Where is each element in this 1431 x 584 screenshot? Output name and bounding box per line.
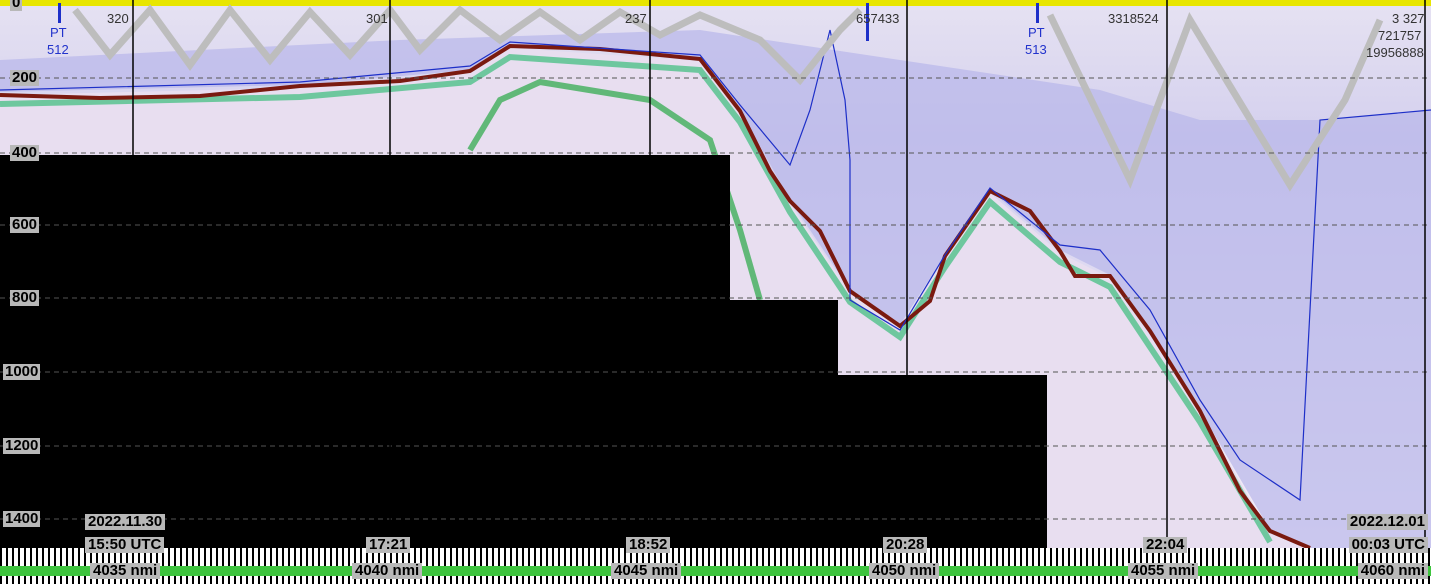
distance-label: 4040 nmi [352,563,423,579]
top-strip [0,0,1431,6]
depth-label: 800 [10,289,40,306]
top-label: 721757 [1378,28,1422,43]
top-label: 3318524 [1108,11,1159,26]
depth-label: 1000 [3,363,41,380]
top-label: 320 [107,11,129,26]
top-label: 19956888 [1366,45,1424,60]
seabed-halo [0,53,1273,544]
distance-label: 4035 nmi [90,563,161,579]
time-label: 18:52 [626,537,671,553]
top-label: 237 [625,11,647,26]
pt-marker [58,3,61,23]
scatter-layer [0,30,1431,548]
distance-label: 4045 nmi [611,563,682,579]
distance-label: 4055 nmi [1128,563,1199,579]
depth-label: 1200 [3,437,41,454]
time-label: 17:21 [366,537,411,553]
time-label: 00:03 UTC [1348,537,1428,553]
pt-marker [866,3,869,41]
distance-label: 4060 nmi [1357,563,1428,579]
marker-code: PT [1028,25,1045,40]
depth-label: 1400 [3,510,41,527]
depth-label: 400 [10,144,40,161]
marker-number: 512 [47,42,69,57]
ping-strip [0,548,1431,584]
bottom-trace [0,29,1431,502]
track-line [72,4,863,86]
pt-marker [1036,3,1039,23]
date-label: 2022.12.01 [1346,514,1428,530]
depth-label: 600 [10,216,40,233]
depth-label: 0 [10,0,23,11]
time-label: 15:50 UTC [85,537,165,553]
date-label: 2022.11.30 [85,514,166,530]
marker-code: PT [50,25,67,40]
time-label: 22:04 [1143,537,1188,553]
time-label: 20:28 [883,537,928,553]
distance-label: 4050 nmi [869,563,940,579]
top-label: 3 327 [1392,11,1425,26]
marker-number: 513 [1025,42,1047,57]
top-label: 301 [366,11,388,26]
top-label: 657433 [856,11,900,26]
no-data-mask [0,155,1047,548]
depth-label: 200 [10,69,40,86]
